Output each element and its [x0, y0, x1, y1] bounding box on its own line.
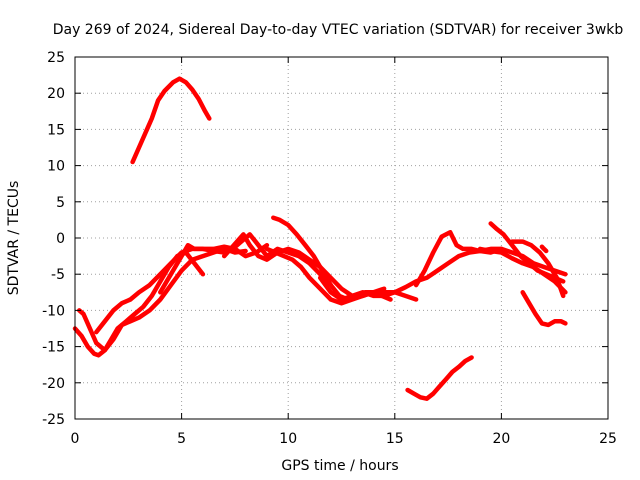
y-tick-label: 5 [56, 195, 65, 211]
x-axis-label: GPS time / hours [281, 458, 398, 474]
y-tick-label: 15 [47, 122, 65, 138]
chart-title: Day 269 of 2024, Sidereal Day-to-day VTE… [53, 22, 624, 38]
series-arc-1 [130, 76, 212, 165]
y-tick-label: 20 [47, 86, 65, 102]
plot-series [72, 76, 568, 401]
y-tick-label: 10 [47, 159, 65, 175]
series-arc-14 [509, 239, 566, 299]
series-arc-13 [477, 246, 568, 295]
ticks: 0 5 10 15 20 25 -25 -20 -15 -10 -5 0 5 10 15 20 25 [42, 50, 617, 447]
x-tick-label: 10 [279, 431, 297, 447]
grid [75, 57, 608, 419]
y-axis-label: SDTVAR / TECUs [6, 181, 22, 296]
y-tick-label: 0 [56, 231, 65, 247]
series-arc-9 [317, 246, 504, 302]
y-tick-label: -10 [42, 303, 65, 319]
y-tick-label: -5 [51, 267, 65, 283]
x-tick-label: 15 [386, 431, 404, 447]
x-tick-label: 0 [71, 431, 80, 447]
series-arc-5 [158, 232, 334, 295]
y-tick-label: -20 [42, 376, 65, 392]
y-tick-label: -15 [42, 340, 65, 356]
series-arc-16 [539, 244, 549, 254]
x-tick-label: 25 [599, 431, 617, 447]
series-arc-15 [520, 290, 568, 328]
series-arc-4 [94, 242, 270, 335]
x-tick-label: 5 [177, 431, 186, 447]
x-tick-label: 20 [492, 431, 510, 447]
series-arc-10 [405, 355, 474, 401]
y-tick-label: -25 [42, 412, 65, 428]
y-tick-label: 25 [47, 50, 65, 66]
